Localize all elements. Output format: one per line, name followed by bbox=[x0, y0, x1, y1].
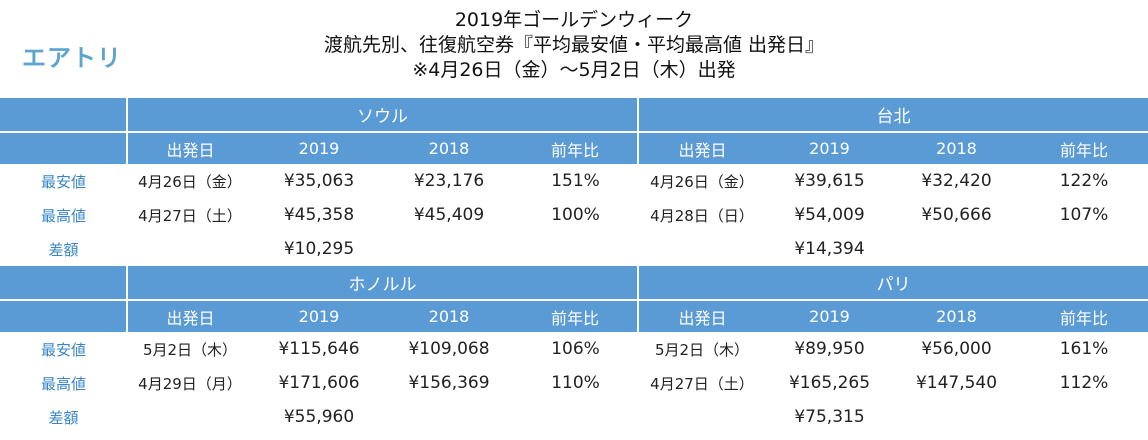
price-2018: ¥147,540 bbox=[915, 373, 998, 393]
price-difference: ¥14,394 bbox=[794, 239, 865, 259]
departure-date: 4月27日（土） bbox=[138, 206, 242, 225]
price-2018: ¥156,369 bbox=[408, 373, 490, 393]
column-header-ratio: 前年比 bbox=[513, 132, 639, 164]
page-title: 2019年ゴールデンウィーク 渡航先別、往復航空券『平均最安値・平均最高値 出発… bbox=[0, 8, 1148, 83]
price-2018: ¥50,666 bbox=[921, 205, 992, 225]
row-label-max: 最高値 bbox=[40, 206, 86, 225]
yoy-ratio: 110% bbox=[551, 373, 600, 393]
price-2018: ¥56,000 bbox=[921, 339, 992, 359]
empty-cell bbox=[638, 400, 766, 434]
column-header-2019: 2019 bbox=[766, 300, 893, 332]
empty-cell bbox=[893, 400, 1020, 434]
price-difference: ¥75,315 bbox=[794, 407, 865, 427]
price-2019: ¥115,646 bbox=[278, 339, 360, 359]
city-header-row: ホノルル パリ bbox=[0, 266, 1148, 301]
column-header-date: 出発日 bbox=[638, 300, 766, 332]
city-name: ソウル bbox=[127, 98, 639, 133]
price-2019: ¥171,606 bbox=[278, 373, 360, 393]
empty-cell bbox=[1020, 400, 1148, 434]
city-name: ホノルル bbox=[127, 266, 639, 301]
yoy-ratio: 112% bbox=[1059, 373, 1109, 393]
row-label-max: 最高値 bbox=[40, 374, 86, 393]
row-label-diff: 差額 bbox=[48, 240, 79, 259]
column-header-2019: 2019 bbox=[253, 132, 385, 164]
title-line-2: 渡航先別、往復航空券『平均最安値・平均最高値 出発日』 bbox=[323, 34, 825, 56]
price-2018: ¥23,176 bbox=[413, 171, 485, 191]
price-difference: ¥55,960 bbox=[283, 407, 355, 427]
price-2018: ¥109,068 bbox=[408, 339, 490, 359]
column-header-ratio: 前年比 bbox=[1020, 300, 1148, 332]
departure-date: 4月28日（日） bbox=[650, 206, 754, 225]
empty-cell bbox=[513, 400, 638, 434]
empty-cell bbox=[127, 400, 253, 434]
city-header-row: ソウル 台北 bbox=[0, 98, 1148, 133]
brand-logo: エアトリ bbox=[22, 44, 122, 72]
empty-cell bbox=[385, 400, 513, 434]
column-header-2018: 2018 bbox=[893, 132, 1020, 164]
column-header-row: 出発日 2019 2018 前年比 出発日 2019 2018 前年比 bbox=[0, 300, 1148, 332]
price-2019: ¥35,063 bbox=[283, 171, 355, 191]
price-2019: ¥45,358 bbox=[283, 205, 355, 225]
column-header-date: 出発日 bbox=[638, 132, 766, 164]
column-header-date: 出発日 bbox=[127, 132, 253, 164]
header-corner bbox=[0, 98, 128, 133]
price-2019: ¥165,265 bbox=[788, 373, 871, 393]
empty-cell bbox=[893, 232, 1020, 266]
row-label-min: 最安値 bbox=[40, 172, 86, 191]
column-header-2018: 2018 bbox=[893, 300, 1020, 332]
row-label-min: 最安値 bbox=[40, 340, 86, 359]
yoy-ratio: 100% bbox=[551, 205, 600, 225]
empty-cell bbox=[385, 232, 513, 266]
yoy-ratio: 122% bbox=[1059, 171, 1109, 191]
departure-date: 4月26日（金） bbox=[138, 172, 242, 191]
diff-row: 差額 ¥10,295 ¥14,394 bbox=[0, 232, 1148, 266]
price-2018: ¥32,420 bbox=[921, 171, 992, 191]
empty-cell bbox=[1020, 232, 1148, 266]
max-row: 最高値 4月29日（月） ¥171,606 ¥156,369 110% 4月27日（土） ¥… bbox=[0, 366, 1148, 400]
price-difference: ¥10,295 bbox=[283, 239, 355, 259]
column-header-ratio: 前年比 bbox=[513, 300, 639, 332]
title-line-1: 2019年ゴールデンウィーク bbox=[454, 9, 694, 31]
departure-date: 4月29日（月） bbox=[138, 374, 242, 393]
departure-date: 5月2日（木） bbox=[654, 340, 750, 359]
price-2019: ¥39,615 bbox=[794, 171, 865, 191]
departure-date: 4月26日（金） bbox=[650, 172, 754, 191]
empty-cell bbox=[513, 232, 638, 266]
min-row: 最安値 4月26日（金） ¥35,063 ¥23,176 151% 4月26日（金） ¥39… bbox=[0, 164, 1148, 198]
city-name: 台北 bbox=[638, 98, 1148, 133]
price-2019: ¥89,950 bbox=[794, 339, 865, 359]
empty-cell bbox=[127, 232, 253, 266]
diff-row: 差額 ¥55,960 ¥75,315 bbox=[0, 400, 1148, 434]
yoy-ratio: 106% bbox=[551, 339, 600, 359]
max-row: 最高値 4月27日（土） ¥45,358 ¥45,409 100% 4月28日（日） ¥54… bbox=[0, 198, 1148, 232]
yoy-ratio: 151% bbox=[551, 171, 600, 191]
price-2018: ¥45,409 bbox=[413, 205, 485, 225]
departure-date: 4月27日（土） bbox=[650, 374, 754, 393]
yoy-ratio: 107% bbox=[1059, 205, 1109, 225]
column-header-2019: 2019 bbox=[253, 300, 385, 332]
row-label-diff: 差額 bbox=[48, 408, 79, 427]
column-header-2019: 2019 bbox=[766, 132, 893, 164]
fare-table: ソウル 台北 出発日 2019 2018 前年比 出発日 2019 2018 前年比 最安値 4月26… bbox=[0, 98, 1148, 434]
header-corner bbox=[0, 132, 128, 164]
price-2019: ¥54,009 bbox=[794, 205, 865, 225]
empty-cell bbox=[638, 232, 766, 266]
min-row: 最安値 5月2日（木） ¥115,646 ¥109,068 106% 5月2日（木） ¥89… bbox=[0, 332, 1148, 366]
column-header-ratio: 前年比 bbox=[1020, 132, 1148, 164]
column-header-2018: 2018 bbox=[385, 132, 513, 164]
header-corner bbox=[0, 266, 128, 301]
header-corner bbox=[0, 300, 128, 332]
yoy-ratio: 161% bbox=[1059, 339, 1109, 359]
column-header-date: 出発日 bbox=[127, 300, 253, 332]
column-header-2018: 2018 bbox=[385, 300, 513, 332]
column-header-row: 出発日 2019 2018 前年比 出発日 2019 2018 前年比 bbox=[0, 132, 1148, 164]
city-name: パリ bbox=[638, 266, 1148, 301]
title-line-3: ※4月26日（金）～5月2日（木）出発 bbox=[412, 59, 736, 81]
departure-date: 5月2日（木） bbox=[142, 340, 238, 359]
